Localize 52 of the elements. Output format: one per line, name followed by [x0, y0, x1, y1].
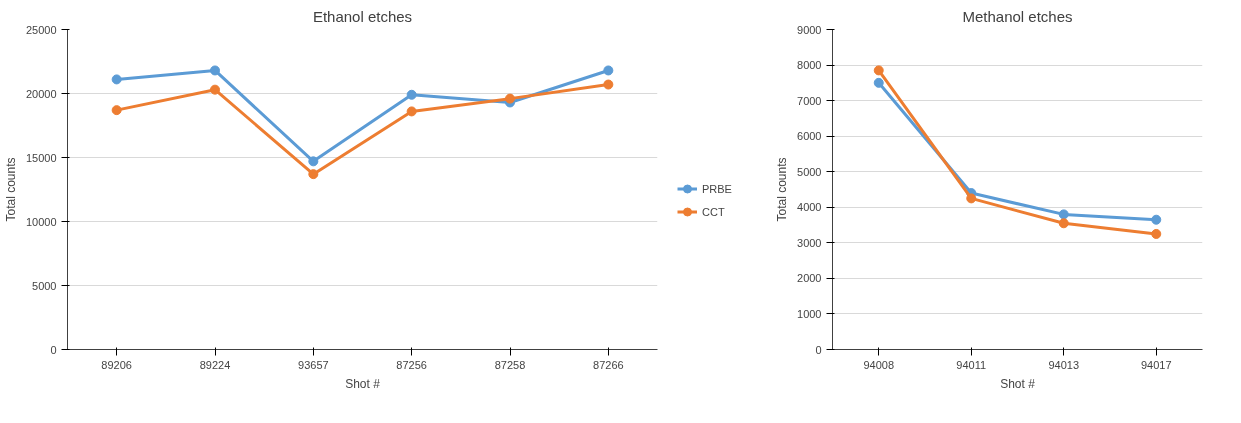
y-tick-label: 0 — [815, 343, 822, 356]
y-axis-title: Total counts — [3, 157, 18, 222]
chart-title: Ethanol etches — [312, 7, 413, 25]
y-tick-label: 25000 — [25, 23, 57, 36]
y-tick-label: 4000 — [797, 201, 822, 214]
y-tick-label: 9000 — [797, 23, 822, 36]
point — [308, 156, 319, 167]
point — [210, 84, 220, 95]
point — [966, 193, 977, 204]
y-tick-label: 3000 — [797, 236, 822, 249]
y-tick-label: 20000 — [25, 87, 57, 100]
point — [873, 65, 884, 76]
y-tick-label: 2000 — [797, 272, 822, 285]
legend-label: CCT — [702, 205, 725, 218]
x-tick-label: 87256 — [396, 358, 427, 371]
chart-title: Methanol etches — [962, 7, 1073, 25]
point — [1151, 214, 1162, 225]
point — [308, 169, 319, 180]
point — [406, 89, 417, 100]
point — [111, 105, 122, 116]
x-tick-label: 89206 — [101, 358, 132, 371]
legend-label: PRBE — [702, 182, 732, 195]
y-tick-label: 1000 — [797, 307, 822, 320]
point — [111, 74, 122, 85]
point — [603, 65, 614, 76]
point — [603, 79, 614, 90]
y-tick-label: 15000 — [25, 151, 57, 164]
y-tick-label: 7000 — [797, 94, 822, 107]
y-tick-label: 10000 — [25, 215, 57, 228]
point — [406, 106, 417, 117]
x-tick-label: 93657 — [298, 358, 329, 371]
y-tick-label: 5000 — [797, 165, 822, 178]
point — [1151, 228, 1162, 239]
x-axis-title: Shot # — [1000, 376, 1036, 391]
x-axis-title: Shot # — [345, 376, 381, 391]
y-tick-label: 6000 — [797, 130, 822, 143]
point — [210, 65, 220, 76]
point — [505, 93, 515, 104]
x-tick-label: 94011 — [956, 358, 987, 371]
x-tick-label: 94013 — [1048, 358, 1080, 371]
x-tick-label: 87258 — [494, 358, 526, 371]
x-tick-label: 94017 — [1140, 358, 1172, 371]
point — [873, 77, 884, 88]
x-tick-label: 87266 — [593, 358, 624, 371]
x-tick-label: 89224 — [199, 358, 231, 371]
y-tick-label: 5000 — [32, 279, 57, 292]
y-tick-label: 0 — [50, 343, 57, 356]
point — [1058, 218, 1069, 229]
y-tick-label: 8000 — [797, 59, 822, 72]
y-axis-title: Total counts — [775, 157, 790, 222]
point — [1058, 209, 1069, 220]
x-tick-label: 94008 — [863, 358, 895, 371]
